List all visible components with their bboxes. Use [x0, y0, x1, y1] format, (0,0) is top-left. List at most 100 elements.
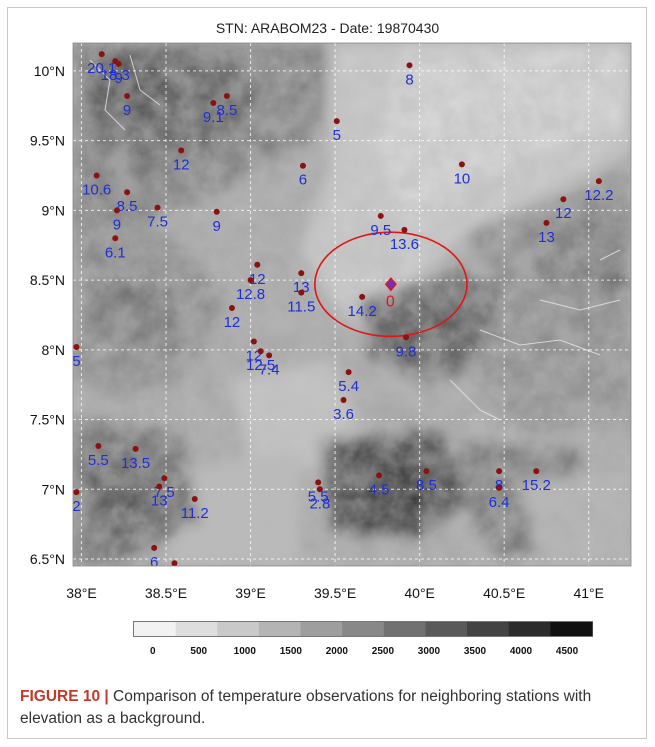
station-value-label: 8.5: [117, 198, 138, 215]
station-dot: [298, 270, 305, 277]
legend-swatch: [258, 622, 302, 636]
elevation-legend: 0 500 1000 1500 2000 2500 3000 3500 4000 4500: [133, 621, 593, 657]
target-station-marker: [384, 277, 397, 292]
station-dot: [154, 204, 161, 211]
station-value-label: 20.1: [87, 60, 116, 77]
y-tick-label: 6.5°N: [30, 551, 65, 567]
station-value-label: 7.5: [147, 214, 168, 231]
station-value-label: 11.5: [287, 299, 315, 316]
station-dot: [257, 348, 264, 355]
station-value-label: 4.5: [369, 481, 390, 498]
y-tick-label: 7.5°N: [30, 412, 65, 428]
station-value-label: 7.4: [259, 361, 280, 378]
station-value-label: 13: [538, 229, 555, 246]
x-tick-label: 40.5°E: [483, 585, 525, 601]
station-value-label: 5.5: [308, 488, 329, 505]
station-dot: [298, 289, 305, 296]
station-value-label: 2: [72, 498, 80, 515]
legend-swatch: [508, 622, 551, 636]
station-dot: [213, 208, 220, 215]
station-dot: [266, 352, 273, 359]
station-dot: [151, 544, 158, 551]
station-value-label: 11.2: [181, 505, 209, 522]
station-dot: [560, 196, 567, 203]
station-dot: [124, 189, 131, 196]
caption-text: Comparison of temperature observations f…: [20, 688, 592, 727]
station-dot: [345, 369, 352, 376]
x-tick-label: 38°E: [66, 585, 97, 601]
station-dot: [458, 161, 465, 168]
station-value-label: 9: [113, 216, 121, 233]
station-value-label: 13.6: [390, 236, 419, 253]
y-tick-label: 8°N: [42, 342, 66, 358]
plot-border: [72, 42, 632, 567]
station-value-label: 13.5: [121, 455, 150, 472]
legend-swatch: [425, 622, 468, 636]
station-dot: [250, 338, 257, 345]
legend-tick-label: 2500: [372, 646, 395, 657]
legend-tick-label: 2000: [326, 646, 349, 657]
y-tick-label: 8.5°N: [30, 272, 65, 288]
legend-tick-label: 500: [190, 646, 207, 657]
station-dot: [223, 92, 230, 99]
station-dot: [406, 62, 413, 69]
station-value-label: 12.8: [236, 286, 265, 303]
station-value-label: 9: [213, 218, 221, 235]
station-value-label: 12: [249, 271, 266, 288]
station-dot: [543, 219, 550, 226]
station-value-label: 10.6: [82, 181, 111, 198]
station-value-label: 9.1: [203, 109, 224, 126]
legend-swatch: [467, 622, 510, 636]
legend-tick-label: 3000: [418, 646, 441, 657]
station-value-label: 12: [173, 156, 190, 173]
station-dot: [315, 479, 322, 486]
station-value-label: 18.3: [101, 67, 130, 84]
station-value-label: 5: [333, 127, 341, 144]
elevation-background: [73, 43, 631, 566]
station-value-label: 9: [123, 102, 131, 119]
station-dot: [359, 293, 366, 300]
station-dot: [73, 344, 80, 351]
station-dot: [113, 207, 120, 214]
station-dot: [178, 147, 185, 154]
station-value-label: 12.2: [584, 187, 613, 204]
legend-swatch: [175, 622, 218, 636]
station-value-label: 9.8: [396, 343, 417, 360]
legend-swatch: [134, 622, 177, 636]
station-dot: [124, 92, 131, 99]
station-value-label: 3.6: [333, 406, 354, 423]
y-tick-label: 7°N: [42, 481, 66, 497]
station-value-label: 8: [405, 71, 413, 88]
station-value-label: 6.4: [489, 494, 510, 511]
station-dot: [376, 472, 383, 479]
station-dot: [595, 178, 602, 185]
legend-swatch: [342, 622, 385, 636]
station-value-label: 8.5: [416, 477, 437, 494]
station-dot: [403, 334, 410, 341]
station-dot: [161, 475, 168, 482]
station-value-label: 12: [555, 205, 572, 222]
target-station-value: 0: [386, 293, 395, 310]
y-tick-label: 10°N: [34, 63, 65, 79]
station-dot: [210, 99, 217, 106]
station-value-label: 9: [114, 70, 122, 87]
station-dot: [156, 483, 163, 490]
legend-tick-label: 4000: [510, 646, 533, 657]
station-value-label: 6: [299, 172, 307, 189]
y-tick-label: 9.5°N: [30, 133, 65, 149]
station-dot: [171, 560, 178, 566]
legend-swatch: [550, 622, 593, 636]
legend-tick-label: 0: [150, 646, 156, 657]
station-dot: [95, 443, 102, 450]
station-dot: [401, 226, 408, 233]
legend-tick-label: 3500: [464, 646, 487, 657]
search-radius-ellipse: [313, 231, 468, 338]
station-dot: [112, 235, 119, 242]
station-dot: [73, 489, 80, 496]
caption-head: FIGURE 10 |: [20, 688, 109, 705]
legend-tick-label: 4500: [556, 646, 579, 657]
station-dot: [316, 486, 323, 493]
station-dot: [496, 484, 503, 491]
station-value-label: 12: [224, 314, 241, 331]
